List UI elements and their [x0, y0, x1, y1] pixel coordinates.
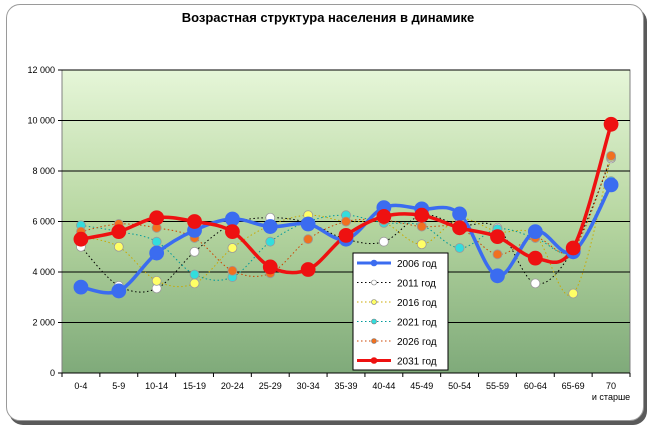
- chart-title: Возрастная структура населения в динамик…: [181, 10, 475, 25]
- data-point: [227, 265, 238, 276]
- x-tick-label: 5-9: [112, 381, 125, 391]
- legend-marker: [370, 357, 378, 364]
- legend-marker: [371, 279, 377, 286]
- data-point: [300, 262, 316, 277]
- data-point: [565, 240, 581, 256]
- data-point: [490, 229, 505, 245]
- data-point: [73, 231, 89, 247]
- data-point: [603, 177, 619, 193]
- x-tick-label: 15-19: [183, 381, 206, 391]
- legend: 2006 год 2011 год 2016 год 2021 год 2026 год…: [352, 252, 449, 371]
- x-tick-label: 30-34: [297, 381, 320, 391]
- legend-label: 2021 год: [397, 318, 437, 329]
- data-point: [338, 227, 354, 243]
- data-point: [416, 221, 427, 232]
- data-point: [527, 250, 543, 266]
- data-point: [414, 207, 430, 223]
- data-point: [227, 243, 238, 253]
- data-point: [262, 219, 278, 234]
- legend-label: 2016 год: [397, 298, 437, 309]
- x-tick-label: 70 и старше: [592, 381, 630, 402]
- x-tick-label: 55-59: [486, 381, 509, 391]
- data-point: [303, 234, 314, 245]
- legend-label: 2011 год: [397, 279, 436, 290]
- y-tick-label: 4 000: [32, 267, 55, 277]
- data-point: [73, 279, 89, 295]
- y-tick-label: 0: [50, 368, 55, 378]
- data-point: [149, 245, 165, 261]
- data-point: [189, 269, 200, 280]
- data-point: [113, 241, 124, 252]
- x-axis: 0-4 5-9 10-14 15-19 20-24 25-29 30-34 35-39 40-4…: [61, 373, 631, 402]
- x-tick-label: 35-39: [334, 381, 357, 391]
- x-tick-label: 40-44: [372, 381, 395, 391]
- series-markers: [73, 116, 619, 299]
- data-point: [262, 259, 278, 275]
- x-tick-label: 20-24: [221, 381, 244, 391]
- data-point: [568, 288, 579, 299]
- data-point: [530, 278, 541, 289]
- y-tick-label: 10 000: [27, 116, 55, 126]
- x-tick-label: 50-54: [448, 381, 471, 391]
- data-point: [376, 209, 392, 224]
- data-point: [151, 275, 162, 286]
- legend-label: 2026 год: [397, 337, 437, 348]
- data-point: [265, 236, 276, 247]
- data-point: [378, 236, 389, 247]
- data-point: [224, 211, 240, 227]
- data-point: [224, 224, 240, 240]
- data-point: [189, 246, 200, 257]
- data-point: [490, 268, 505, 284]
- x-tick-label: 0-4: [74, 381, 87, 391]
- x-tick-label: 25-29: [259, 381, 282, 391]
- data-point: [111, 283, 127, 299]
- data-point: [189, 278, 200, 289]
- data-point: [606, 150, 616, 161]
- data-point: [111, 224, 127, 240]
- data-point: [452, 220, 468, 236]
- legend-marker: [371, 318, 377, 325]
- legend-label: 2031 год: [397, 357, 437, 368]
- legend-marker: [371, 338, 377, 344]
- legend-box: [352, 252, 449, 371]
- legend-label: 2006 год: [397, 259, 437, 270]
- data-point: [151, 236, 162, 247]
- data-point: [341, 216, 351, 227]
- x-tick-label: 60-64: [524, 381, 547, 391]
- data-point: [452, 206, 468, 222]
- x-tick-label: 65-69: [562, 381, 585, 391]
- legend-marker: [371, 299, 377, 305]
- legend-marker: [370, 259, 378, 267]
- y-tick-label: 12 000: [27, 65, 55, 75]
- data-point: [603, 116, 619, 132]
- y-axis: 0 2 000 4 000 6 000 8 000 10 000 12 000: [27, 65, 62, 378]
- data-point: [300, 216, 316, 232]
- data-point: [416, 239, 427, 250]
- y-tick-label: 8 000: [32, 166, 55, 176]
- data-point: [454, 243, 465, 253]
- data-point: [149, 210, 165, 226]
- data-point: [527, 224, 543, 240]
- x-tick-label: 10-14: [145, 381, 168, 391]
- data-point: [492, 249, 503, 260]
- data-point: [187, 214, 202, 229]
- x-tick-label: 45-49: [410, 381, 433, 391]
- y-tick-label: 2 000: [32, 318, 55, 328]
- y-tick-label: 6 000: [32, 217, 55, 227]
